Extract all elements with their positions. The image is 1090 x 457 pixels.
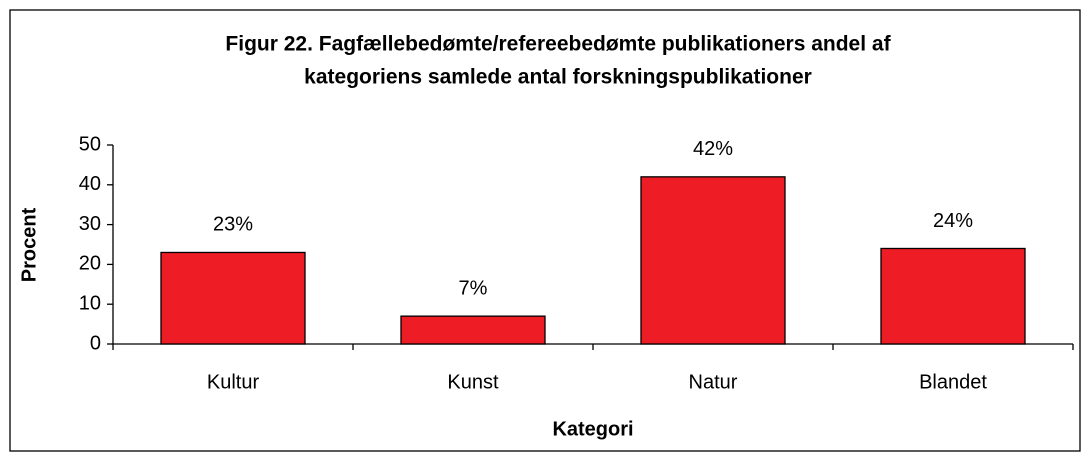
data-label: 23%: [213, 214, 253, 236]
data-label: 7%: [459, 277, 488, 299]
x-tick-label: Kultur: [207, 371, 260, 393]
x-tick-label: Kunst: [447, 371, 499, 393]
data-label: 42%: [693, 138, 733, 160]
data-label: 24%: [933, 210, 973, 232]
y-tick-label: 20: [79, 253, 101, 275]
bar: [640, 176, 786, 345]
bar: [400, 315, 546, 345]
chart-title: Figur 22. Fagfællebedømte/refereebedømte…: [225, 33, 891, 56]
chart-border: [9, 9, 1081, 452]
y-tick-label: 10: [79, 292, 101, 314]
x-axis-title: Kategori: [552, 418, 633, 440]
bar: [880, 247, 1026, 345]
y-tick-label: 30: [79, 213, 101, 235]
x-tick-label: Blandet: [919, 371, 987, 393]
chart-title: kategoriens samlede antal forskningspubl…: [304, 66, 812, 89]
x-tick-label: Natur: [689, 371, 738, 393]
y-tick-label: 0: [90, 332, 101, 354]
bar: [160, 251, 306, 345]
y-tick-label: 50: [79, 133, 101, 155]
y-axis-title: Procent: [18, 207, 40, 282]
y-tick-label: 40: [79, 173, 101, 195]
